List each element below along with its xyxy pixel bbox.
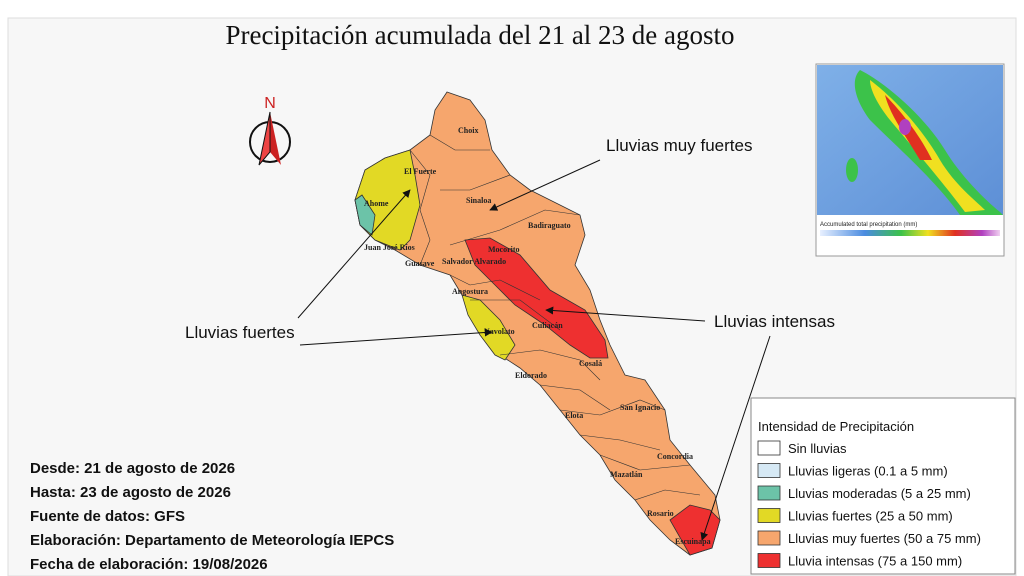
- municipality-label: Concordia: [657, 452, 693, 461]
- municipality-label: Cosalá: [579, 359, 602, 368]
- municipality-label: El Fuerte: [404, 167, 437, 176]
- municipality-label: Juan José Ríos: [364, 243, 415, 252]
- info-line: Desde: 21 de agosto de 2026: [30, 460, 235, 477]
- municipality-label: Culiacán: [532, 321, 563, 330]
- municipality-label: Badiraguato: [528, 221, 571, 230]
- legend-label: Lluvias muy fuertes (50 a 75 mm): [788, 531, 981, 546]
- info-line: Fecha de elaboración: 19/08/2026: [30, 556, 268, 573]
- legend-swatch: [757, 553, 781, 568]
- north-arrow: N: [249, 95, 291, 166]
- legend-label: Lluvias moderadas (5 a 25 mm): [788, 486, 971, 501]
- municipality-label: Guasave: [405, 259, 435, 268]
- legend-swatch: [757, 440, 781, 456]
- municipality-label: Eldorado: [515, 371, 547, 380]
- municipality-label: Ahome: [364, 199, 389, 208]
- municipality-label: San Ignacio: [620, 403, 660, 412]
- legend-swatch: [757, 508, 781, 523]
- municipality-label: Mazatlán: [610, 470, 643, 479]
- inset-map: Accumulated total precipitation (mm): [815, 63, 1005, 257]
- legend-title: Intensidad de Precipitación: [758, 419, 914, 434]
- legend-label: Sin lluvias: [788, 441, 847, 456]
- annotation: Lluvias intensas: [714, 312, 835, 331]
- title: Precipitación acumulada del 21 al 23 de …: [225, 20, 734, 50]
- municipality-label: Sinaloa: [466, 196, 491, 205]
- legend: Intensidad de Precipitación Sin lluvias L…: [750, 397, 1016, 575]
- municipality-label: Rosario: [647, 509, 674, 518]
- inset-caption: Accumulated total precipitation (mm): [820, 222, 917, 228]
- annotation: Lluvias fuertes: [185, 323, 295, 342]
- legend-label: Lluvias fuertes (25 a 50 mm): [788, 509, 953, 524]
- annotation-arrows: [297, 159, 771, 541]
- municipality-label: Salvador Alvarado: [442, 257, 506, 266]
- municipality-labels: Choix El Fuerte Ahome Sinaloa Badiraguat…: [364, 126, 711, 546]
- north-label: N: [264, 95, 276, 112]
- info-line: Elaboración: Departamento de Meteorologí…: [30, 532, 394, 549]
- municipality-label: Navolato: [484, 327, 515, 336]
- legend-swatch: [757, 530, 781, 546]
- legend-swatch: [757, 485, 781, 501]
- info-line: Fuente de datos: GFS: [30, 508, 185, 525]
- legend-swatch: [757, 463, 781, 478]
- info-line: Hasta: 23 de agosto de 2026: [30, 484, 231, 501]
- municipality-label: Choix: [458, 126, 478, 135]
- municipality-label: Elota: [565, 411, 583, 420]
- info-block: Desde: 21 de agosto de 2026 Hasta: 23 de …: [30, 460, 394, 573]
- legend-label: Lluvia intensas (75 a 150 mm): [788, 554, 962, 569]
- municipality-label: Escuinapa: [675, 537, 711, 546]
- state-map: [354, 91, 721, 556]
- annotation: Lluvias muy fuertes: [606, 136, 752, 155]
- municipality-label: Mocorito: [488, 245, 520, 254]
- municipality-label: Angostura: [452, 287, 488, 296]
- legend-label: Lluvias ligeras (0.1 a 5 mm): [788, 464, 948, 479]
